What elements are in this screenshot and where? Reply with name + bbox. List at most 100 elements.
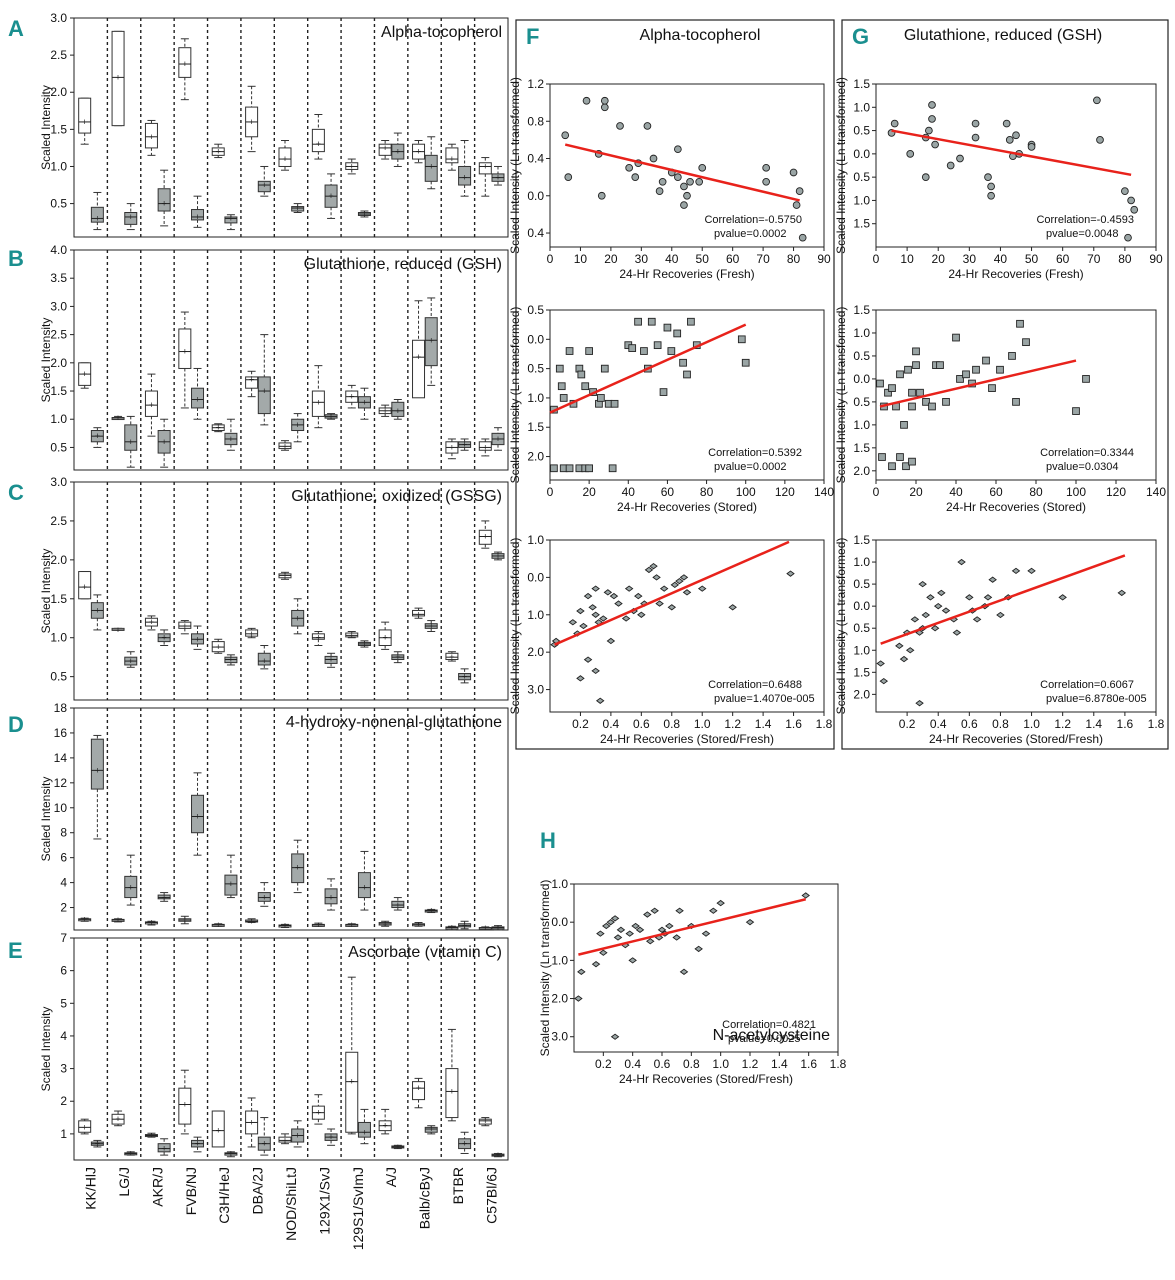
mean-marker: + [262, 893, 267, 903]
mean-marker: + [449, 154, 454, 164]
data-point [908, 457, 916, 466]
x-tick-label: 60 [1056, 252, 1070, 266]
mean-marker: + [162, 437, 167, 447]
data-point [577, 968, 586, 975]
y-tick-label: 0.8 [527, 114, 544, 128]
data-point [649, 563, 658, 570]
mean-marker: + [82, 117, 87, 127]
data-point [928, 402, 936, 411]
box [278, 1136, 292, 1143]
y-tick-label: 1.5 [853, 217, 870, 231]
y-tick-label: 0.4 [527, 226, 544, 240]
y-tick-label: 5 [60, 996, 67, 1010]
data-point [1096, 136, 1104, 144]
panel-title: 4-hydroxy-nonenal-glutathione [286, 714, 502, 731]
plot-frame [549, 309, 825, 481]
data-point [795, 187, 804, 195]
mean-marker: + [262, 180, 267, 190]
plot-frame [73, 249, 509, 471]
data-point [653, 341, 662, 350]
mean-marker: + [182, 1100, 187, 1110]
box-fresh: + [178, 620, 192, 635]
trend-line [564, 143, 800, 202]
y-axis-label: Scaled Intensity [39, 85, 53, 170]
mean-marker: + [128, 883, 133, 893]
x-tick-label: 60 [726, 252, 740, 266]
mean-marker: + [349, 920, 354, 930]
box [424, 317, 438, 367]
y-tick-label: 0.5 [853, 577, 870, 591]
strain-label: FVB/NJ [183, 1167, 199, 1215]
data-point [606, 637, 616, 645]
mean-marker: + [295, 203, 300, 213]
box [478, 162, 492, 175]
mean-marker: + [249, 916, 254, 926]
box [157, 1143, 171, 1153]
data-point [655, 600, 664, 607]
y-tick-label: 0.5 [50, 440, 67, 454]
data-point [595, 697, 605, 704]
data-point [644, 566, 654, 574]
box [224, 216, 238, 224]
mean-marker: + [128, 656, 133, 666]
data-point [900, 421, 908, 429]
data-point [610, 399, 619, 408]
box-fresh: + [78, 571, 92, 600]
data-point [640, 347, 648, 355]
data-point [1124, 233, 1132, 242]
box [445, 1068, 459, 1119]
trend-line [880, 554, 1126, 645]
data-point [576, 607, 585, 615]
mean-marker: + [228, 1148, 233, 1158]
box-fresh: + [278, 440, 292, 451]
box-fresh: + [111, 625, 125, 635]
data-point [956, 154, 964, 163]
mean-marker: + [115, 1114, 120, 1124]
data-point [646, 938, 655, 945]
y-axis-label: Scaled Intensity [39, 549, 53, 634]
x-tick-label: 60 [661, 485, 675, 499]
box-stored: + [391, 1142, 405, 1152]
box-fresh: + [78, 1118, 92, 1135]
data-point [596, 930, 605, 937]
data-point [905, 647, 915, 654]
y-tick-label: 2.0 [50, 553, 67, 567]
mean-marker: + [429, 1124, 434, 1134]
mean-marker: + [383, 406, 388, 416]
box-panel-a: 0.5 1.0 1.5 2.0 2.5 3.0 Scaled Intensity Alpha-… [39, 11, 509, 238]
box [78, 571, 92, 600]
data-point [600, 96, 609, 105]
y-tick-label: 0.0 [853, 147, 870, 161]
box-stored: + [157, 418, 171, 468]
data-point [1002, 119, 1011, 128]
strain-label: BTBR [450, 1167, 466, 1204]
box-stored: + [157, 169, 171, 227]
plot-frame [73, 17, 509, 238]
box [278, 442, 292, 450]
mean-marker: + [295, 420, 300, 430]
data-point [899, 655, 909, 663]
box-fresh: + [311, 114, 325, 160]
mean-marker: + [362, 397, 367, 407]
y-axis-label: Scaled Intensity (Ln transformed) [508, 77, 522, 254]
mean-marker: + [162, 633, 167, 643]
mean-marker: + [349, 1077, 354, 1087]
x-tick-label: 120 [1106, 485, 1126, 499]
box-fresh: + [178, 915, 192, 925]
plot-frame [875, 83, 1157, 248]
box [257, 180, 271, 193]
strain-label: C57Bl/6J [483, 1167, 499, 1224]
x-tick-label: 80 [787, 252, 801, 266]
box [111, 30, 125, 127]
box-stored: + [191, 367, 205, 420]
data-point [879, 677, 889, 685]
box [311, 128, 325, 153]
y-axis-label: Scaled Intensity (Ln transformed) [834, 77, 848, 254]
box-stored: + [324, 652, 338, 668]
y-tick-label: 4 [60, 876, 67, 890]
y-tick-label: 12 [54, 776, 68, 790]
data-point [1008, 352, 1016, 360]
y-tick-label: 0.0 [551, 915, 568, 929]
mean-marker: + [249, 1117, 254, 1127]
data-point [1082, 375, 1090, 383]
